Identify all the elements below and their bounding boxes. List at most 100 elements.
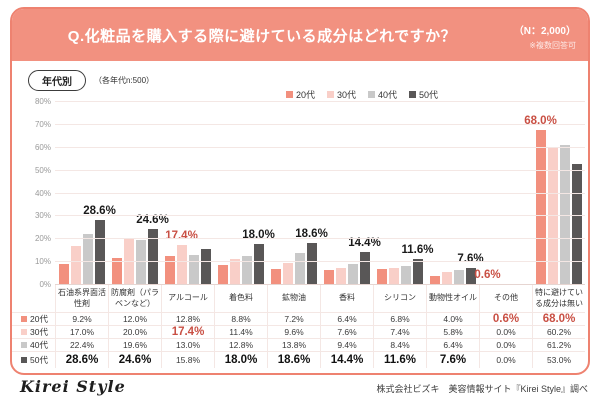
bar-group-6: 14.4% <box>320 102 381 285</box>
bar-chart: 28.6% 24.6% 17.4% 18.0% 18.6% 14.4% 11.6% 7.6% 0… <box>35 97 585 289</box>
legend-label: 50代 <box>418 90 438 100</box>
table-cell: 7.6% <box>426 351 479 368</box>
bar-30代 <box>388 268 399 285</box>
table-value: 9.6% <box>284 327 304 337</box>
value-label: 24.6% <box>136 213 169 226</box>
table-cell: 0.0% <box>479 351 532 368</box>
row-swatch <box>21 357 27 363</box>
bar-30代 <box>282 263 293 285</box>
bar-50代 <box>200 248 211 285</box>
bar-30代 <box>229 258 240 285</box>
bar-20代 <box>270 268 281 285</box>
table-value: 68.0% <box>542 313 576 325</box>
table-value: 4.0% <box>443 314 463 324</box>
table-cell: 17.0% <box>55 325 108 338</box>
bar-20代 <box>429 275 440 285</box>
table-cell: 53.0% <box>532 351 585 368</box>
y-axis-tick: 30% <box>34 211 51 221</box>
category-header: アルコール <box>161 285 214 312</box>
table-value: 28.6% <box>65 354 99 366</box>
category-header: 香料 <box>320 285 373 312</box>
bar-group-3: 17.4% <box>161 102 214 285</box>
sample-size-block: （N：2,000） ※複数回答可 <box>514 22 576 51</box>
bar-group-5: 18.6% <box>267 102 328 285</box>
gridline-20 <box>55 238 585 240</box>
bar-40代 <box>241 255 252 285</box>
table-cell: 60.2% <box>532 325 585 338</box>
row-label-text: 40代 <box>30 340 48 350</box>
bar-20代 <box>535 129 546 285</box>
table-cell: 28.6% <box>55 351 108 368</box>
table-value: 12.8% <box>175 314 201 324</box>
bar-30代 <box>70 246 81 285</box>
bar-group-10: 68.0% <box>524 102 585 285</box>
bar-20代 <box>164 255 175 285</box>
bar-50代 <box>359 252 370 285</box>
multiple-answer-note: ※複数回答可 <box>529 41 576 50</box>
category-header: 鉱物油 <box>267 285 320 312</box>
bar-40代 <box>347 263 358 285</box>
bar-group-7: 11.6% <box>373 102 433 285</box>
table-value: 0.0% <box>496 355 516 365</box>
table-cell: 7.6% <box>320 325 373 338</box>
table-value: 9.4% <box>337 340 357 350</box>
gridline-70 <box>55 123 585 125</box>
table-cell: 8.4% <box>373 338 426 351</box>
table-value: 8.4% <box>390 340 410 350</box>
y-axis-tick: 20% <box>34 234 51 244</box>
bar-40代 <box>559 145 570 285</box>
table-cell: 18.6% <box>267 351 320 368</box>
y-axis-tick: 50% <box>34 165 51 175</box>
survey-card: Q.化粧品を購入する際に避けている成分はどれですか？ （N：2,000） ※複数… <box>10 7 590 375</box>
row-swatch <box>21 342 27 348</box>
table-value: 18.0% <box>224 354 258 366</box>
bar-50代 <box>306 242 317 285</box>
row-swatch <box>21 329 27 335</box>
bar-30代 <box>441 271 452 285</box>
legend-label: 20代 <box>295 90 315 100</box>
bar-30代 <box>335 267 346 285</box>
table-cell: 6.4% <box>426 338 479 351</box>
sample-size: （N：2,000） <box>513 26 576 37</box>
bar-50代 <box>571 163 582 285</box>
legend-label: 40代 <box>377 90 397 100</box>
table-value: 60.2% <box>546 327 572 337</box>
table-value: 15.8% <box>175 355 201 365</box>
table-value: 11.4% <box>229 327 253 337</box>
table-value: 53.0% <box>546 355 572 365</box>
table-cell: 14.4% <box>320 351 373 368</box>
table-cell: 61.2% <box>532 338 585 351</box>
y-axis-tick: 70% <box>34 119 51 129</box>
table-value: 13.8% <box>281 340 307 350</box>
bar-group-8: 7.6% <box>426 102 484 285</box>
table-value: 22.4% <box>69 340 95 350</box>
y-axis-tick: 60% <box>34 142 51 152</box>
table-cell: 0.6% <box>479 312 532 325</box>
row-swatch <box>21 316 27 322</box>
bar-50代 <box>253 243 264 285</box>
legend-swatch-50代 <box>408 91 416 98</box>
row-label-20代: 20代 <box>12 312 55 325</box>
kirei-style-logo: Kirei Style <box>20 377 126 396</box>
y-axis-tick: 0% <box>39 280 51 289</box>
table-value: 0.0% <box>496 327 516 337</box>
bar-40代 <box>453 270 464 285</box>
table-cell: 12.8% <box>161 312 214 325</box>
legend-item: 50代 <box>408 88 438 101</box>
table-value: 7.2% <box>284 314 304 324</box>
bar-50代 <box>412 258 423 285</box>
bar-groups: 28.6% 24.6% 17.4% 18.0% 18.6% 14.4% 11.6% 7.6% 0… <box>55 102 585 285</box>
table-value: 14.4% <box>330 354 364 366</box>
table-value: 18.6% <box>277 354 311 366</box>
bar-40代 <box>135 240 146 285</box>
value-label: 0.6% <box>474 268 501 281</box>
bar-20代 <box>111 257 122 285</box>
category-header: 着色料 <box>214 285 267 312</box>
value-label: 68.0% <box>524 114 557 127</box>
gridline-30 <box>55 215 585 217</box>
table-value: 19.6% <box>122 340 148 350</box>
legend-label: 30代 <box>336 90 356 100</box>
question-title: Q.化粧品を購入する際に避けている成分はどれですか？ <box>67 27 457 45</box>
gridline-50 <box>55 169 585 171</box>
filter-row: 年代別 （各年代n:500） <box>28 70 154 91</box>
